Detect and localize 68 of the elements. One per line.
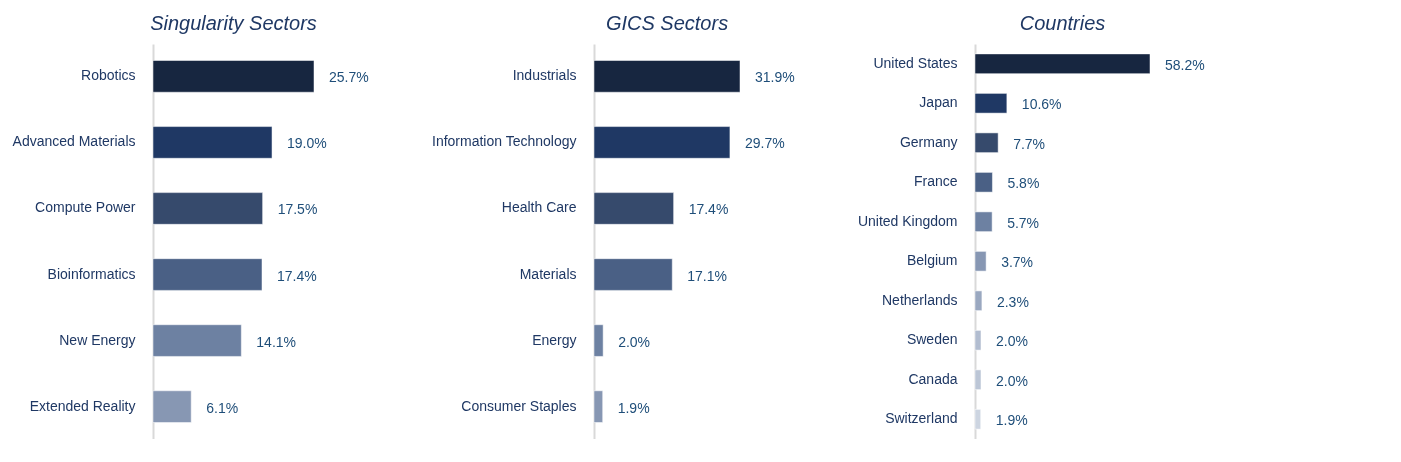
data-label: 31.9% <box>755 69 795 86</box>
bar <box>152 390 192 423</box>
y-tick-label: Advanced Materials <box>12 133 136 150</box>
y-tick-label: Bioinformatics <box>47 265 136 282</box>
y-tick-label: Health Care <box>501 199 577 216</box>
y-tick-label: Energy <box>532 331 577 348</box>
data-label: 17.4% <box>688 201 729 218</box>
bar <box>974 172 993 193</box>
y-tick-label: Materials <box>519 265 577 282</box>
y-tick-label: Canada <box>908 370 958 387</box>
bar <box>593 324 604 357</box>
chart-title: Singularity Sectors <box>150 12 317 34</box>
y-tick-label: Netherlands <box>882 291 958 308</box>
y-tick-label: United Kingdom <box>857 212 958 229</box>
bar <box>152 60 315 93</box>
data-label: 58.2% <box>1165 56 1205 73</box>
y-tick-label: Robotics <box>81 67 136 84</box>
y-tick-label: Switzerland <box>885 410 958 427</box>
y-tick-label: France <box>913 173 958 190</box>
data-label: 17.4% <box>277 267 317 284</box>
bar <box>152 192 263 225</box>
y-tick-label: Japan <box>919 94 958 111</box>
bar <box>974 290 983 311</box>
bar <box>152 324 242 357</box>
y-tick-label: Consumer Staples <box>461 397 577 414</box>
data-label: 19.0% <box>287 135 327 152</box>
bar <box>593 126 731 159</box>
bar <box>152 126 273 159</box>
bar <box>593 258 673 291</box>
data-label: 17.1% <box>687 267 727 284</box>
bar <box>593 390 603 423</box>
bar <box>974 53 1151 74</box>
bar <box>974 93 1008 114</box>
bar <box>593 192 674 225</box>
data-label: 17.5% <box>277 201 318 218</box>
data-label: 1.9% <box>995 412 1028 429</box>
data-label: 5.8% <box>1007 175 1040 192</box>
data-label: 5.7% <box>1007 214 1040 231</box>
y-tick-label: Belgium <box>906 252 958 269</box>
data-label: 2.0% <box>618 333 651 350</box>
data-label: 2.3% <box>996 293 1029 310</box>
y-tick-label: Sweden <box>906 331 958 348</box>
data-label: 1.9% <box>617 399 650 416</box>
data-label: 7.7% <box>1013 135 1046 152</box>
y-tick-label: Germany <box>899 133 958 150</box>
chart-title: GICS Sectors <box>605 12 729 34</box>
bar <box>152 258 263 291</box>
data-label: 10.6% <box>1021 96 1062 113</box>
chart-title: Countries <box>1019 12 1106 34</box>
bar <box>974 211 993 232</box>
bar <box>593 60 741 93</box>
data-label: 14.1% <box>256 333 297 350</box>
data-label: 2.0% <box>996 372 1028 389</box>
bar <box>974 330 982 351</box>
bar <box>974 369 982 390</box>
y-tick-label: Compute Power <box>35 199 136 216</box>
bar <box>974 132 999 153</box>
bar <box>974 251 987 272</box>
y-tick-label: New Energy <box>59 331 136 348</box>
data-label: 2.0% <box>996 333 1028 350</box>
data-label: 6.1% <box>206 399 239 416</box>
y-tick-label: Extended Reality <box>29 397 136 414</box>
data-label: 3.7% <box>1001 254 1034 271</box>
data-label: 29.7% <box>744 135 785 152</box>
y-tick-label: Information Technology <box>432 133 577 150</box>
y-tick-label: United States <box>873 54 958 71</box>
y-tick-label: Industrials <box>512 67 577 84</box>
data-label: 25.7% <box>329 69 369 86</box>
